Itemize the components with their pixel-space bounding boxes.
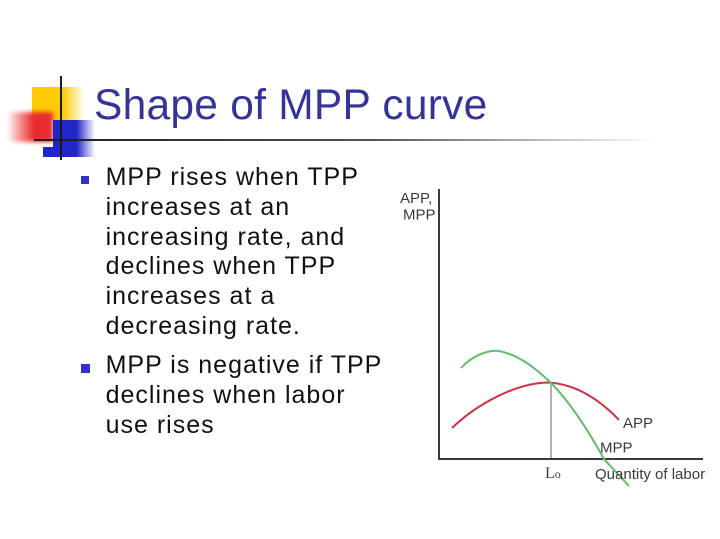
svg-text:Quantity of labor: Quantity of labor <box>595 466 705 483</box>
svg-text:MPP: MPP <box>600 440 633 457</box>
svg-text:APP: APP <box>623 415 653 432</box>
svg-text:MPP: MPP <box>403 207 436 224</box>
svg-text:APP,: APP, <box>400 190 432 207</box>
svg-text:Lo: Lo <box>545 465 561 482</box>
